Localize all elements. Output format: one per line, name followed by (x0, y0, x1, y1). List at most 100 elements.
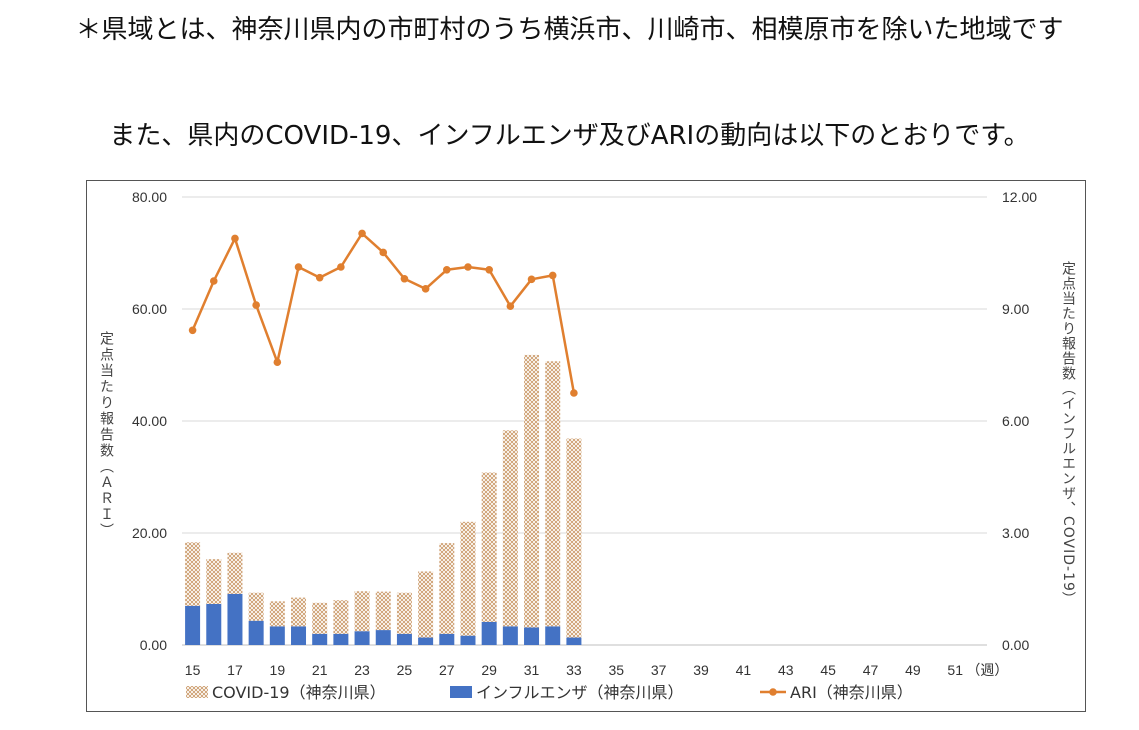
left-tick-label: 20.00 (132, 525, 167, 541)
x-tick-label: 27 (439, 662, 455, 678)
legend-flu-label: インフルエンザ（神奈川県） (476, 683, 684, 702)
x-tick-label: 35 (608, 662, 624, 678)
flu-bar (481, 621, 497, 645)
flu-bar (418, 637, 434, 645)
left-axis-label: 定点当たり報告数（ＡＲＩ） (98, 331, 114, 539)
x-tick-label: 19 (270, 662, 286, 678)
flu-bar (524, 627, 540, 645)
x-tick-label: 15 (185, 662, 201, 678)
covid-bar (312, 602, 328, 634)
ari-point (548, 271, 557, 280)
x-tick-label: 29 (481, 662, 497, 678)
ari-line-series (188, 229, 578, 397)
covid-bar (481, 472, 497, 622)
covid-bar (418, 571, 434, 638)
left-tick-label: 40.00 (132, 413, 167, 429)
ari-point (443, 266, 451, 274)
x-tick-label: 47 (863, 662, 879, 678)
ari-line (191, 232, 576, 394)
ari-point (485, 266, 493, 274)
ari-point (506, 302, 515, 310)
x-tick-label: 25 (397, 662, 413, 678)
covid-bar (291, 597, 307, 627)
legend-covid-swatch (186, 686, 208, 698)
covid-bar (354, 591, 370, 632)
trend-intro: また、県内のCOVID-19、インフルエンザ及びARIの動向は以下のとおりです。 (109, 121, 1030, 151)
covid-bar (248, 592, 264, 621)
left-tick-label: 0.00 (140, 637, 167, 653)
x-tick-label: 17 (227, 662, 243, 678)
covid-bar (227, 552, 243, 594)
covid-bar (185, 542, 201, 606)
ari-point (421, 285, 430, 293)
left-tick-label: 80.00 (132, 189, 167, 205)
right-axis-label: 定点当たり報告数（インフルエンザ、COVID-19） (1060, 261, 1076, 607)
legend-covid-label: COVID-19（神奈川県） (212, 683, 386, 702)
x-tick-label: 21 (312, 662, 328, 678)
flu-bar (291, 626, 307, 645)
covid-bar (502, 430, 518, 627)
flu-bar (545, 626, 561, 645)
legend-flu-swatch (450, 686, 472, 698)
legend-ari-marker (769, 688, 777, 696)
x-tick-label: 43 (778, 662, 794, 678)
flu-bar (354, 631, 370, 645)
flu-bar (439, 633, 455, 645)
region-note: ＊県域とは、神奈川県内の市町村のうち横浜市、川崎市、相模原市を除いた地域です (75, 15, 1064, 45)
ari-point (400, 274, 409, 283)
x-tick-label: 37 (651, 662, 667, 678)
ari-point (252, 301, 260, 309)
covid-bar (545, 361, 561, 627)
ari-point (188, 326, 197, 335)
ari-point (527, 275, 536, 284)
right-tick-label: 12.00 (1002, 189, 1037, 205)
x-tick-label: 31 (524, 662, 540, 678)
right-tick-label: 0.00 (1002, 637, 1029, 653)
covid-bar (396, 592, 412, 634)
ari-point (570, 389, 578, 397)
axis-ticks: 0.00 0.00 20.00 3.00 40.00 6.00 60.00 9.00 80.00… (132, 189, 1037, 678)
chart-svg: 0.00 0.00 20.00 3.00 40.00 6.00 60.00 9.00 80.00… (98, 189, 1076, 702)
ari-point (209, 277, 218, 285)
covid-bar (333, 600, 349, 634)
ari-point (231, 234, 239, 243)
x-tick-label: 49 (905, 662, 921, 678)
right-tick-label: 3.00 (1002, 525, 1029, 541)
right-tick-label: 9.00 (1002, 301, 1029, 317)
right-tick-label: 6.00 (1002, 413, 1029, 429)
x-tick-label: 45 (820, 662, 836, 678)
x-tick-label: 33 (566, 662, 582, 678)
covid-bar (566, 438, 582, 638)
covid-bar (269, 601, 285, 627)
flu-bar (375, 630, 391, 645)
ari-point (273, 358, 282, 366)
x-tick-label: 41 (736, 662, 752, 678)
bar-series (185, 354, 582, 645)
x-tick-label: 39 (693, 662, 709, 678)
covid-bar (460, 521, 476, 636)
x-tick-label: 23 (354, 662, 370, 678)
flu-bar (227, 593, 243, 645)
covid-bar (206, 559, 222, 604)
covid-bar (439, 543, 455, 634)
covid-bar (524, 354, 540, 628)
flu-bar (460, 635, 476, 645)
flu-bar (396, 633, 412, 645)
ari-point (358, 229, 366, 238)
surveillance-chart: 0.00 0.00 20.00 3.00 40.00 6.00 60.00 9.00 80.00… (86, 180, 1086, 712)
covid-bar (375, 591, 391, 631)
legend: COVID-19（神奈川県） インフルエンザ（神奈川県） ARI（神奈川県） (186, 683, 913, 702)
flu-bar (333, 633, 349, 645)
x-tick-label: 51 (947, 662, 963, 678)
ari-point (337, 263, 345, 271)
flu-bar (206, 603, 222, 645)
flu-bar (566, 637, 582, 645)
ari-point (294, 263, 303, 271)
flu-bar (185, 605, 201, 645)
flu-bar (502, 626, 518, 645)
ari-point (464, 263, 472, 271)
flu-bar (312, 633, 328, 645)
flu-bar (248, 620, 264, 645)
ari-point (315, 273, 324, 282)
x-unit-label: （週） (966, 662, 1008, 678)
